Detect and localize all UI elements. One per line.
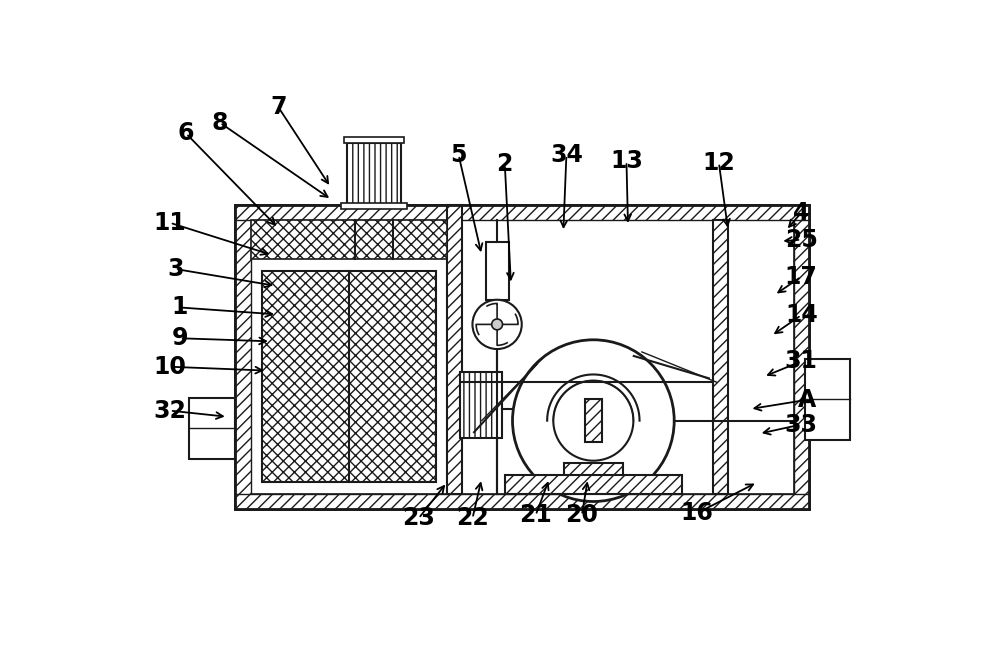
- Bar: [347, 144, 401, 205]
- Text: 21: 21: [519, 503, 552, 527]
- Bar: [805, 359, 850, 440]
- Bar: [341, 203, 407, 209]
- Bar: [235, 205, 251, 509]
- Text: 1: 1: [172, 296, 188, 319]
- Bar: [794, 205, 809, 509]
- Text: A: A: [798, 388, 816, 412]
- Bar: [564, 463, 623, 494]
- Circle shape: [553, 381, 633, 461]
- Bar: [189, 398, 235, 459]
- Bar: [235, 205, 809, 509]
- Text: 7: 7: [270, 96, 287, 119]
- Bar: [235, 205, 809, 220]
- Text: 32: 32: [153, 398, 186, 422]
- Text: 6: 6: [178, 122, 194, 146]
- Bar: [460, 372, 502, 437]
- Bar: [486, 242, 509, 300]
- Text: 9: 9: [172, 326, 188, 350]
- Bar: [235, 205, 809, 509]
- Text: 14: 14: [785, 303, 818, 327]
- Bar: [505, 474, 682, 494]
- Bar: [251, 220, 794, 494]
- Circle shape: [472, 300, 522, 349]
- Text: 3: 3: [167, 257, 183, 281]
- Text: 12: 12: [702, 151, 735, 175]
- Text: 10: 10: [153, 355, 186, 379]
- Bar: [585, 400, 602, 442]
- Text: 31: 31: [785, 349, 818, 373]
- Bar: [344, 137, 404, 144]
- Text: 34: 34: [550, 143, 583, 167]
- Text: 20: 20: [565, 503, 598, 527]
- Text: 16: 16: [681, 501, 714, 525]
- Text: 13: 13: [610, 149, 643, 173]
- Bar: [235, 494, 809, 509]
- Circle shape: [492, 319, 503, 330]
- Text: 23: 23: [402, 506, 435, 530]
- Text: 22: 22: [456, 506, 489, 530]
- Bar: [251, 220, 447, 259]
- Circle shape: [512, 340, 674, 502]
- Text: 2: 2: [497, 152, 513, 176]
- Text: 4: 4: [793, 201, 809, 225]
- Text: 8: 8: [212, 111, 228, 135]
- Text: 17: 17: [785, 265, 818, 289]
- Text: 25: 25: [785, 227, 818, 252]
- Bar: [262, 270, 436, 482]
- Bar: [713, 220, 728, 494]
- Text: 33: 33: [785, 413, 818, 437]
- Bar: [447, 205, 462, 494]
- Text: 11: 11: [153, 211, 186, 235]
- Text: 5: 5: [450, 143, 467, 167]
